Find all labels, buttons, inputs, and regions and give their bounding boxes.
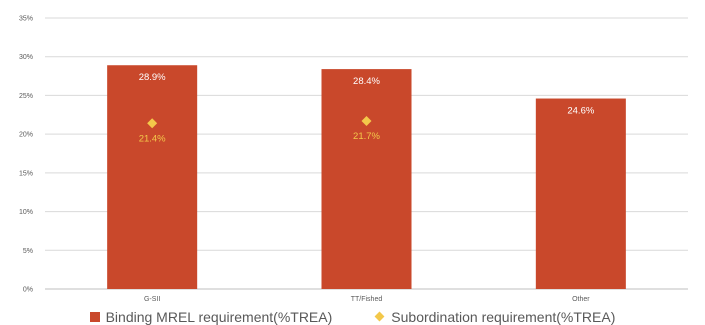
category-label: G-SII [144,296,160,303]
category-label: Other [572,296,590,303]
subordination-value-label: 21.7% [353,131,380,142]
y-tick-label: 35% [19,16,33,23]
bar-value-label: 28.4% [353,76,380,87]
bar [107,65,198,289]
subordination-value-label: 21.4% [139,133,166,144]
legend-label-binding-mrel: Binding MREL requirement(%TREA) [105,308,333,325]
legend: Binding MREL requirement(%TREA) Subordin… [0,308,705,325]
bar-value-label: 24.6% [567,106,594,117]
legend-label-subordination: Subordination requirement(%TREA) [391,308,616,325]
subordination-marker [361,115,372,126]
category-label: TT/Fished [351,296,383,303]
legend-square-swatch [89,311,100,322]
y-tick-label: 5% [23,248,33,255]
y-tick-label: 15% [19,170,33,177]
bar-value-label: 28.9% [139,72,166,83]
y-tick-label: 30% [19,54,33,61]
y-tick-label: 10% [19,209,33,216]
subordination-marker [147,118,158,129]
bar [535,98,626,289]
bar [321,69,412,289]
y-tick-label: 25% [19,93,33,100]
chart-plot: 0% 5% 10% 15% 20% 25% 30% 35% 28.9% 21.4% G-SII 28.… [19,16,688,303]
legend-item-subordination: Subordination requirement(%TREA) [374,309,615,325]
legend-item-binding-mrel: Binding MREL requirement(%TREA) [89,308,333,325]
y-tick-label: 0% [23,287,33,294]
legend-diamond-swatch [374,311,385,322]
y-tick-label: 20% [19,132,33,139]
